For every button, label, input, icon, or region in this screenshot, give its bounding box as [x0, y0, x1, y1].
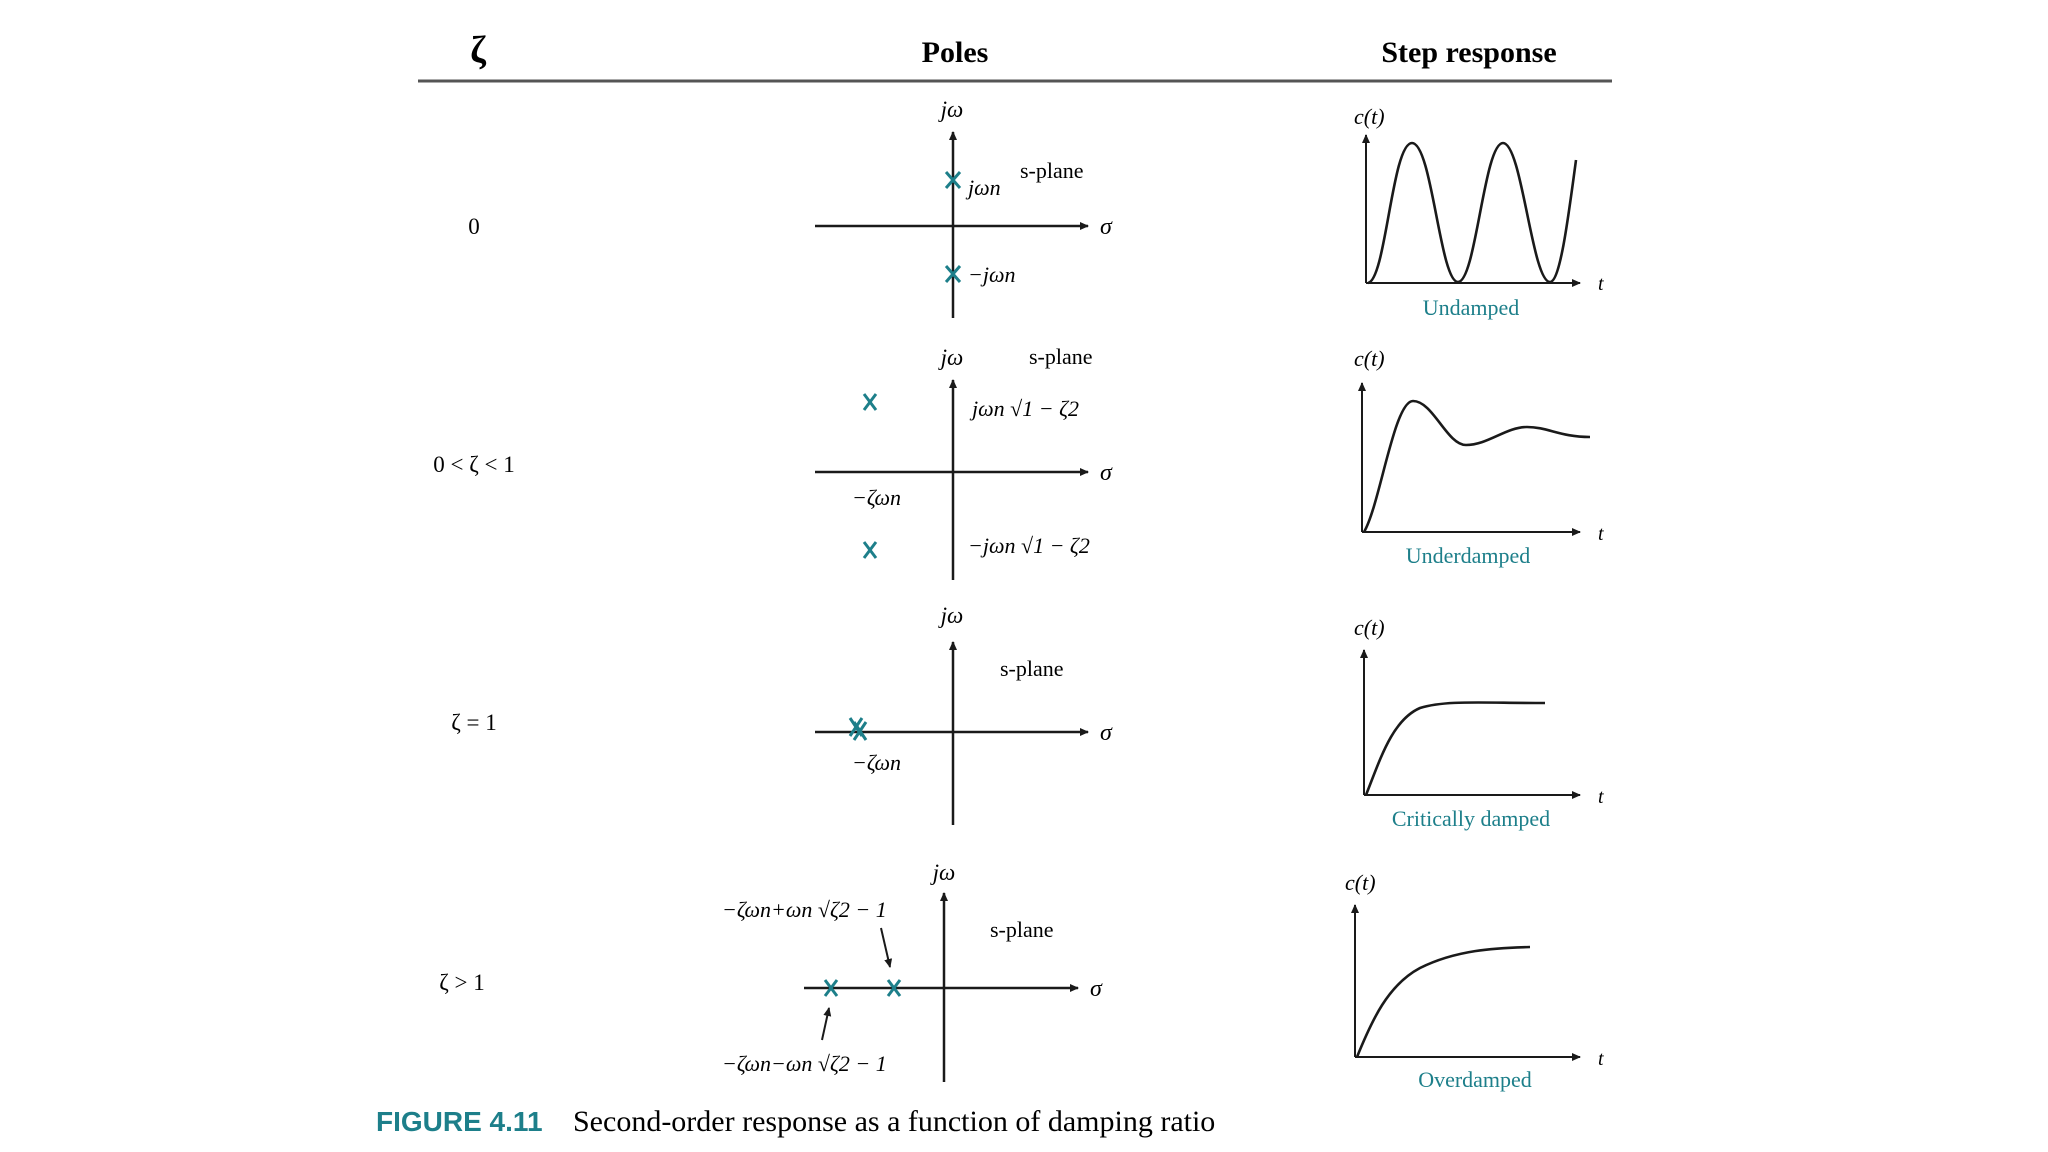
pole-marker-left — [823, 979, 839, 997]
ct-label: c(t) — [1354, 346, 1385, 371]
row-undamped: 0 jω σ s-plane jωn −jωn c(t) t Undamped — [468, 97, 1604, 320]
pole-top-label: jωn √1 − ζ2 — [969, 396, 1079, 421]
zeta-label: ζ = 1 — [451, 710, 497, 735]
response-label: Overdamped — [1418, 1067, 1532, 1092]
step-plot: c(t) t Undamped — [1354, 104, 1604, 320]
row-critically-damped: ζ = 1 jω σ s-plane −ζωn c(t) t Criticall… — [451, 603, 1604, 831]
step-plot: c(t) t Critically damped — [1354, 615, 1604, 831]
real-part-label: −ζωn — [852, 750, 901, 775]
s-plane-label: s-plane — [1029, 344, 1093, 369]
pointer-arrow-left-pole — [821, 1007, 832, 1041]
t-label: t — [1598, 273, 1604, 295]
response-label: Critically damped — [1392, 806, 1550, 831]
pole-marker-upper — [944, 171, 962, 189]
pole-bottom-label: −jωn — [968, 262, 1016, 287]
pointer-arrow-right-pole — [880, 927, 893, 968]
t-label: t — [1598, 786, 1604, 808]
response-curve — [1362, 399, 1591, 533]
pole-plot: jω σ s-plane −ζωn+ωn √ζ2 − 1 −ζωn−ωn √ζ2… — [722, 860, 1103, 1082]
pole-left-label: −ζωn−ωn √ζ2 − 1 — [722, 1051, 887, 1076]
pole-plot: jω σ s-plane −ζωn jωn √1 − ζ2 −jωn √1 − … — [815, 344, 1113, 580]
pole-bottom-label: −jωn √1 − ζ2 — [968, 533, 1090, 558]
pole-marker-double — [848, 717, 868, 741]
zeta-label: 0 — [468, 214, 480, 239]
figure-caption-text: Second-order response as a function of d… — [573, 1105, 1215, 1138]
pole-marker-lower — [862, 541, 878, 559]
pole-top-label: jωn — [965, 175, 1001, 200]
sigma-label: σ — [1100, 720, 1113, 746]
zeta-label: 0 < ζ < 1 — [433, 452, 514, 477]
row-underdamped: 0 < ζ < 1 jω σ s-plane −ζωn jωn √1 − ζ2 … — [433, 344, 1604, 580]
sigma-label: σ — [1100, 460, 1113, 486]
ct-label: c(t) — [1354, 104, 1385, 129]
jw-label: jω — [938, 97, 964, 122]
header-step-response: Step response — [1381, 36, 1556, 69]
pole-plot: jω σ s-plane jωn −jωn — [815, 97, 1113, 318]
step-plot: c(t) t Underdamped — [1354, 346, 1604, 568]
response-curve — [1355, 945, 1531, 1058]
header-poles: Poles — [922, 36, 989, 69]
sigma-label: σ — [1100, 214, 1113, 240]
ct-label: c(t) — [1345, 870, 1376, 895]
jw-label: jω — [938, 345, 964, 370]
s-plane-label: s-plane — [990, 917, 1054, 942]
s-plane-label: s-plane — [1020, 158, 1084, 183]
ct-label: c(t) — [1354, 615, 1385, 640]
figure-caption-label: FIGURE 4.11 — [376, 1106, 543, 1137]
response-label: Underdamped — [1406, 543, 1531, 568]
pole-right-label: −ζωn+ωn √ζ2 − 1 — [722, 897, 887, 922]
header-zeta: ζ — [470, 29, 487, 71]
t-label: t — [1598, 1048, 1604, 1070]
step-plot: c(t) t Overdamped — [1345, 870, 1604, 1092]
t-label: t — [1598, 523, 1604, 545]
real-part-label: −ζωn — [852, 485, 901, 510]
row-overdamped: ζ > 1 jω σ s-plane −ζωn+ωn √ζ2 − 1 −ζωn−… — [439, 860, 1604, 1092]
pole-marker-right — [886, 979, 902, 997]
response-curve — [1364, 701, 1546, 796]
jw-label: jω — [938, 603, 964, 628]
response-label: Undamped — [1423, 295, 1520, 320]
pole-marker-lower — [944, 265, 962, 283]
response-curve — [1367, 141, 1578, 285]
jw-label: jω — [930, 860, 956, 885]
pole-plot: jω σ s-plane −ζωn — [815, 603, 1113, 825]
zeta-label: ζ > 1 — [439, 970, 485, 995]
sigma-label: σ — [1090, 976, 1103, 1002]
pole-marker-upper — [862, 393, 878, 411]
s-plane-label: s-plane — [1000, 656, 1064, 681]
